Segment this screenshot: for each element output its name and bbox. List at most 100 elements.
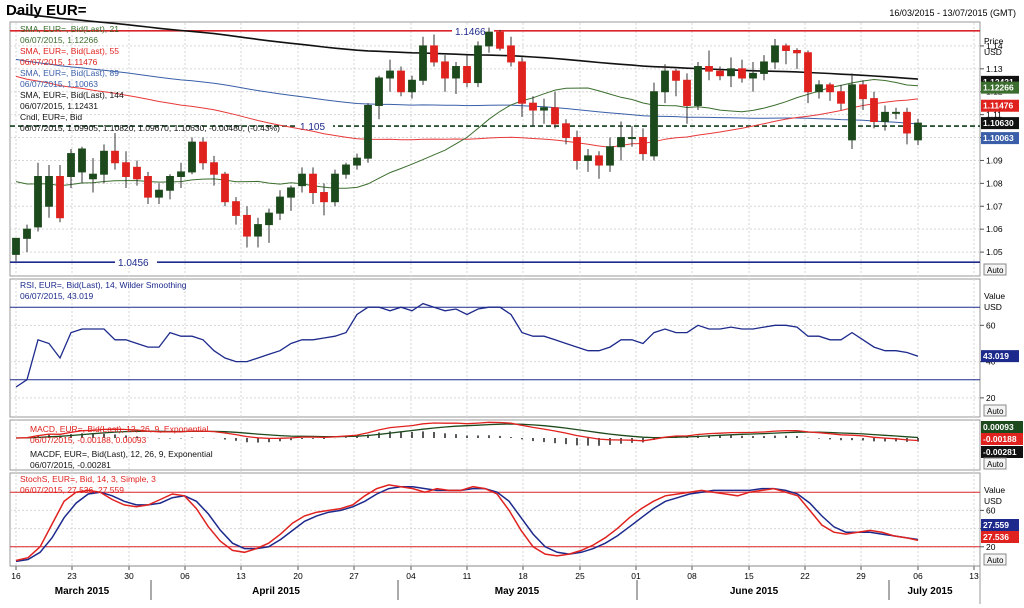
x-tick-label-4: 13 <box>236 571 246 581</box>
x-tick-label-1: 23 <box>67 571 77 581</box>
hline-label-2: 1.0456 <box>118 258 149 269</box>
stoch-layer <box>10 484 980 563</box>
candle-body <box>320 192 328 203</box>
price-auto-button[interactable]: Auto <box>983 263 1007 276</box>
legend-sma21: SMA, EUR=, Bid(Last), 21 <box>20 24 119 34</box>
candle-body <box>111 150 119 164</box>
candle-body <box>166 175 174 191</box>
price-tick-label-9: 1.14 <box>986 41 1003 51</box>
candle-body <box>573 137 581 161</box>
candle-body <box>639 137 647 155</box>
hline-label-1: 1.105 <box>300 122 325 133</box>
candle-body <box>188 141 196 173</box>
candle-body <box>397 70 405 93</box>
rsi-legend: RSI, EUR=, Bid(Last), 14, Wilder Smoothi… <box>20 280 187 301</box>
candle-body <box>782 45 790 51</box>
rsi-axis-title: Value <box>984 291 1005 301</box>
month-label-0: March 2015 <box>55 586 110 597</box>
candle-body <box>243 214 251 237</box>
price-tag-1 <box>981 81 1019 94</box>
price-tick-label-1: 1.06 <box>986 224 1003 234</box>
candle-body <box>507 45 515 63</box>
candle-body <box>133 166 141 180</box>
price-auto-label: Auto <box>987 266 1004 275</box>
candle-body <box>914 122 922 141</box>
stoch-tag-label-1: 27.536 <box>983 532 1009 542</box>
candle-body <box>210 162 218 175</box>
candle-body <box>419 45 427 81</box>
candle-body <box>595 155 603 166</box>
macd-legend-title: MACD, EUR=, Bid(Last), 12, 26, 9, Expone… <box>30 424 208 434</box>
legend-sma21-value: 06/07/2015, 1.12266 <box>20 35 98 45</box>
stoch-legend-title: StochS, EUR=, Bid, 14, 3, Simple, 3 <box>20 474 156 484</box>
rsi-layer <box>10 302 980 388</box>
rsi-auto-label: Auto <box>987 407 1004 416</box>
macd-legend: MACD, EUR=, Bid(Last), 12, 26, 9, Expone… <box>30 424 213 470</box>
x-tick-label-15: 29 <box>856 571 866 581</box>
rsi-panel-frame <box>9 278 981 418</box>
stoch-tick-label-2: 60 <box>986 505 996 515</box>
candle-body <box>694 66 702 106</box>
stoch-tag-0 <box>981 519 1019 531</box>
candle-body <box>265 212 273 226</box>
x-tick-label-11: 01 <box>631 571 641 581</box>
candle-body <box>859 84 867 100</box>
hline-label-bg <box>297 120 333 133</box>
legend-sma144: SMA, EUR=, Bid(Last), 144 <box>20 90 124 100</box>
candle-body <box>727 68 735 77</box>
price-tag-label-4: 1.10063 <box>983 133 1014 143</box>
candle-body <box>232 201 240 216</box>
candle-body <box>716 70 724 77</box>
price-tag-4 <box>981 132 1019 145</box>
candle-body <box>287 187 295 198</box>
macd-layer <box>15 421 919 446</box>
candle-body <box>342 164 350 175</box>
panel-frames <box>9 21 981 604</box>
axis-layer: 16 23 30 06 13 20 27 04 11 18 25 01 08 15 22 29 06 13 Marc… <box>10 41 1023 600</box>
rsi-auto-button[interactable]: Auto <box>983 404 1007 417</box>
stoch-auto-label: Auto <box>987 556 1004 565</box>
legend-sma89: SMA, EUR=, Bid(Last), 89 <box>20 68 119 78</box>
sma-55-line <box>15 75 919 148</box>
candle-body <box>672 70 680 81</box>
x-tick-label-2: 30 <box>124 571 134 581</box>
candle-body <box>705 66 713 72</box>
candle-body <box>122 162 130 177</box>
candle-body <box>870 98 878 123</box>
stoch-tag-1 <box>981 531 1019 543</box>
candle-body <box>518 61 526 104</box>
candle-body <box>903 111 911 134</box>
date-range: 16/03/2015 - 13/07/2015 (GMT) <box>889 8 1016 18</box>
candle-body <box>12 237 20 255</box>
rsi-line <box>15 302 919 388</box>
month-label-3: June 2015 <box>730 586 779 597</box>
stoch-tag-label-0: 27.559 <box>983 520 1009 530</box>
x-tick-label-17: 13 <box>969 571 979 581</box>
price-axis-unit: USD <box>984 47 1002 57</box>
macd-auto-label: Auto <box>987 460 1004 469</box>
candle-body <box>628 137 636 140</box>
macd-tag-label-0: 0.00093 <box>983 422 1014 432</box>
x-tick-label-0: 16 <box>11 571 21 581</box>
rsi-legend-title: RSI, EUR=, Bid(Last), 14, Wilder Smoothi… <box>20 280 187 290</box>
month-label-2: May 2015 <box>495 586 540 597</box>
macd-line <box>15 421 919 442</box>
candle-body <box>364 104 372 159</box>
candle-body <box>760 61 768 74</box>
candle-body <box>485 31 493 47</box>
candle-body <box>155 189 163 198</box>
stoch-auto-button[interactable]: Auto <box>983 553 1007 566</box>
candle-body <box>848 84 856 141</box>
stoch-axis-unit: USD <box>984 496 1002 506</box>
x-tick-label-14: 22 <box>800 571 810 581</box>
macdf-legend-value: 06/07/2015, -0.00281 <box>30 460 111 470</box>
rsi-tag-label: 43.019 <box>983 351 1009 361</box>
stoch-tick-label-0: 20 <box>986 542 996 552</box>
candle-body <box>430 45 438 63</box>
stoch-d-line <box>15 485 919 563</box>
candle-body <box>826 84 834 93</box>
candle-body <box>617 137 625 148</box>
price-tick-label-8: 1.13 <box>986 64 1003 74</box>
macd-auto-button[interactable]: Auto <box>983 457 1007 470</box>
candle-body <box>562 123 570 139</box>
